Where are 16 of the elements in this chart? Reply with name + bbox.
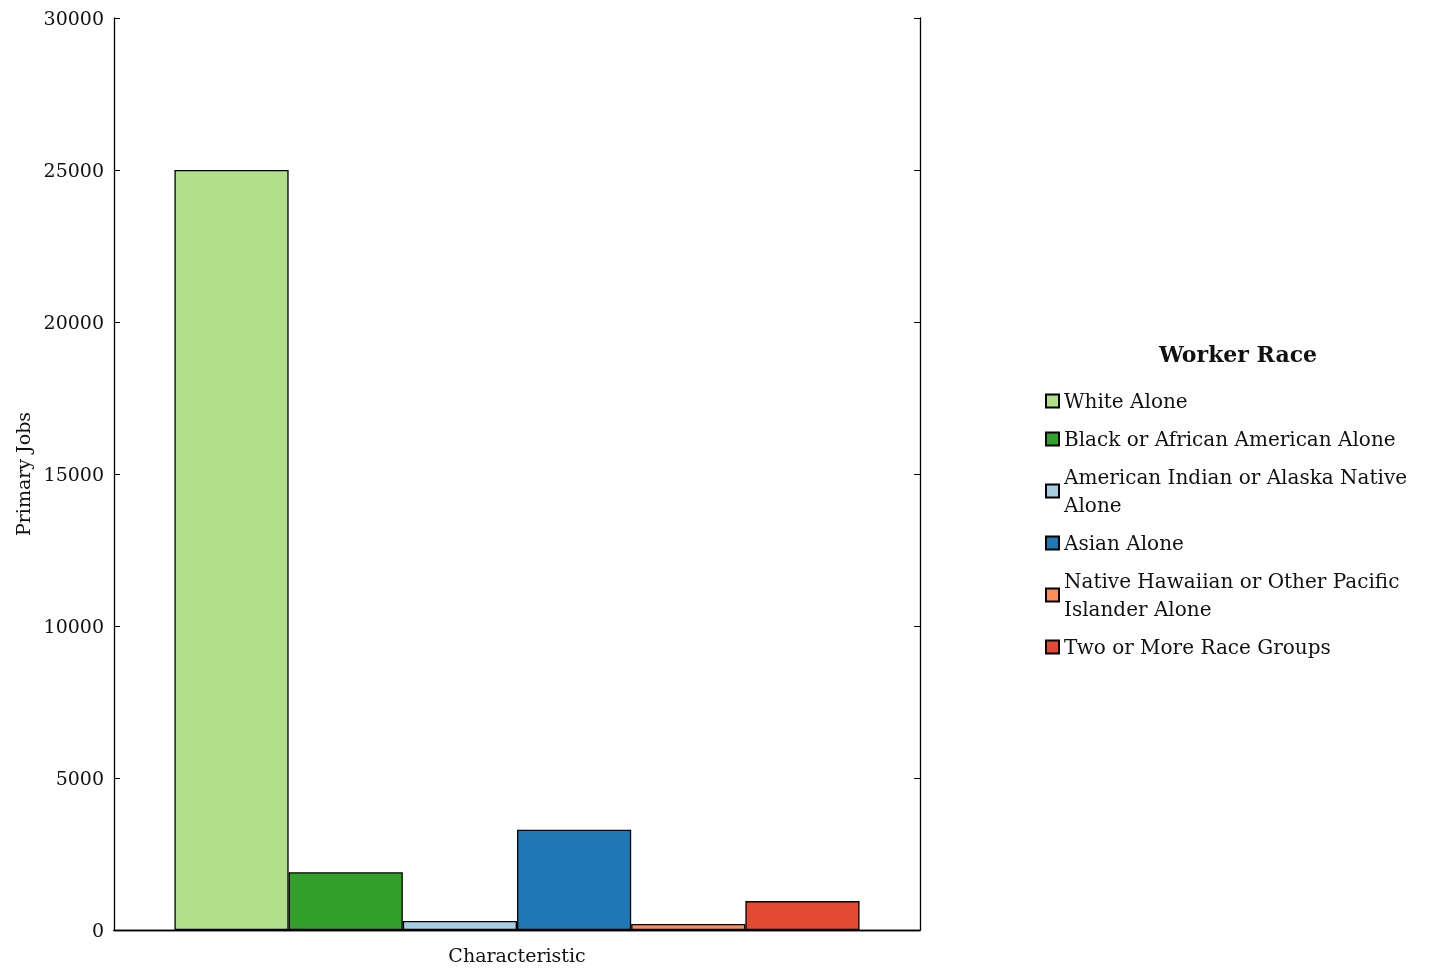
y-tick-label: 30000	[43, 7, 104, 29]
y-tick-label: 15000	[43, 463, 104, 485]
legend-label: White Alone	[1064, 389, 1188, 413]
y-tick-label: 5000	[55, 767, 104, 789]
y-tick-label: 20000	[43, 311, 104, 333]
y-tick-label: 25000	[43, 159, 104, 181]
legend-title: Worker Race	[1157, 341, 1318, 367]
legend-label: American Indian or Alaska Native Alone	[1063, 465, 1414, 517]
y-axis-title: Primary Jobs	[11, 411, 34, 537]
x-axis-title: Characteristic	[448, 943, 586, 966]
legend-label: Native Hawaiian or Other Pacific Islander Alone	[1064, 569, 1406, 621]
legend-label: Asian Alone	[1063, 531, 1184, 555]
y-tick-label: 0	[91, 919, 104, 941]
y-tick-label: 10000	[43, 615, 104, 637]
legend-label: Black or African American Alone	[1064, 427, 1396, 451]
legend-label: Two or More Race Groups	[1064, 635, 1331, 659]
